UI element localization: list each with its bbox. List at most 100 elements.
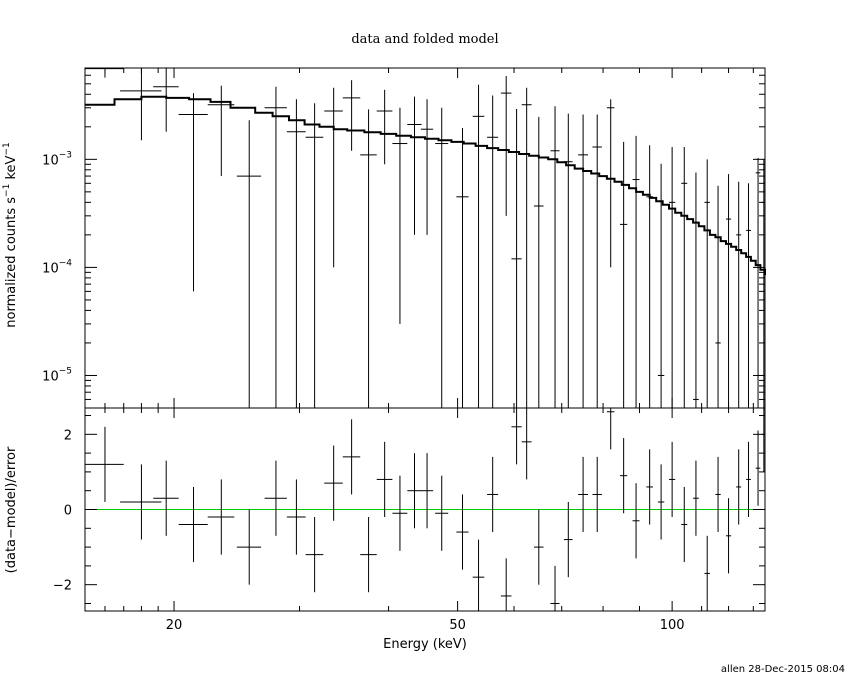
residual-point [725,498,732,574]
residual-point [646,449,653,525]
data-point [178,93,208,292]
data-point [620,141,628,408]
top-y-tick-labels: 10−3 10−4 10−5 [42,150,72,384]
residual-point [342,419,361,495]
data-point [715,185,721,408]
data-point [550,106,560,408]
top-panel-frame [84,67,766,409]
residual-point [669,441,676,518]
residual-point [693,460,699,536]
x-tick-label: 20 [166,618,183,633]
bottom-y-axis-label: (data−model)/error [4,446,19,573]
data-point [755,157,761,408]
data-point [487,95,499,408]
x-tick-labels: 20 50 100 [166,618,685,633]
top-y-axis-label: normalized counts s−1 keV−1 [2,142,19,327]
data-point [632,135,640,408]
top-axis-ticks [84,67,765,408]
residual-point [487,456,499,533]
data-point [578,114,589,408]
residual-point [324,445,343,521]
data-point [153,68,179,132]
data-point [85,68,124,78]
data-point [563,113,573,408]
bottom-panel: 20 −2 20 50 100 [53,407,766,633]
data-point [746,183,751,408]
residual-point [746,441,751,518]
residual-point [420,453,434,529]
y-tick-label: 10−5 [42,366,72,384]
footer-stamp: allen 28-Dec-2015 08:04 [721,664,845,675]
data-point [681,147,688,408]
data-point [360,109,377,408]
residual-point [511,408,522,465]
residual-point [305,517,324,593]
data-point [736,181,742,408]
model-step-line [85,95,766,275]
residual-point [120,464,162,540]
x-tick-label: 50 [449,618,466,633]
residual-point [435,475,449,551]
data-point [236,120,262,408]
residual-point [376,441,393,518]
data-point [207,85,235,177]
residual-point [715,456,721,533]
residual-point [153,460,179,536]
residual-point [534,509,544,585]
data-point [456,127,469,408]
residual-point [620,438,628,514]
data-point [704,159,710,408]
data-point [646,145,653,408]
top-data-points [85,68,765,408]
data-point [407,96,422,235]
data-point [342,80,361,151]
residual-point [500,558,512,611]
residual-point [563,501,573,578]
y-tick-label: −2 [53,579,72,594]
x-tick-label: 100 [660,618,685,633]
data-point [521,87,532,408]
residual-point [456,494,469,570]
data-point [725,174,732,408]
residual-point [681,486,688,563]
data-point [264,86,287,408]
data-point [324,87,343,268]
data-point [120,68,162,141]
data-point [511,109,522,408]
residual-point [736,449,742,525]
residual-point [360,517,377,593]
residual-point [236,509,262,585]
residual-point [207,479,235,555]
data-point [500,76,512,216]
residual-point [407,453,422,529]
data-point [592,114,602,408]
data-point [435,107,449,408]
data-point [376,89,393,165]
chart-title: data and folded model [351,32,498,47]
residual-point [472,539,485,611]
data-point [534,116,544,408]
residual-point [178,486,208,563]
residual-point [550,565,560,611]
data-point [392,107,408,324]
data-point [669,147,676,408]
residual-point [592,456,602,533]
y-tick-label: 10−4 [42,258,72,276]
data-point [305,103,324,408]
x-axis-label: Energy (keV) [383,637,467,652]
residual-point [286,479,306,555]
residual-point [606,408,615,450]
residual-point [264,460,287,536]
data-point [606,99,615,268]
data-point [420,99,434,235]
residual-point [521,408,532,480]
y-tick-label: 10−3 [42,150,72,168]
y-tick-label: 0 [64,504,72,519]
folded-model-curve [85,95,766,275]
residual-point [755,430,761,506]
data-point [657,163,665,408]
data-point [286,99,306,408]
residual-point [578,456,589,533]
residual-point [632,483,640,559]
top-panel: 10−3 10−4 10−5 [42,67,766,409]
